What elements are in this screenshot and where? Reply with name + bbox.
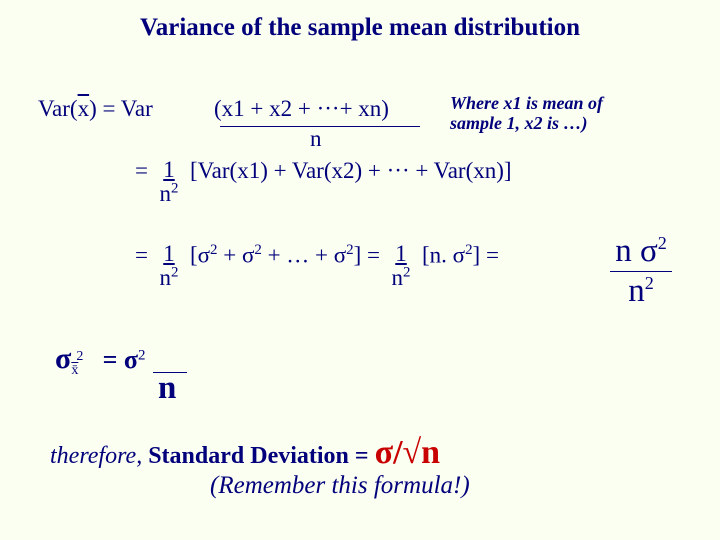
page-title: Variance of the sample mean distribution bbox=[0, 0, 720, 42]
eq1-numerator: (x1 + x2 + ···+ xn) bbox=[214, 96, 389, 122]
eq2: = 1 n2 [Var(x1) + Var(x2) + ··· + Var(xn… bbox=[135, 158, 512, 205]
eq1-denominator: n bbox=[310, 126, 322, 152]
eq1-note: Where x1 is mean ofsample 1, x2 is …) bbox=[450, 94, 603, 134]
eq4-den: n bbox=[158, 370, 176, 407]
remember-line: (Remember this formula!) bbox=[210, 472, 470, 500]
eq3-rhs: n σ2 n2 bbox=[610, 234, 672, 308]
eq3: = 1 n2 [σ2 + σ2 + … + σ2] = 1 n2 [n. σ2]… bbox=[135, 242, 499, 289]
therefore-line: therefore, Standard Deviation = σ/√n bbox=[50, 434, 440, 472]
eq1-lhs: Var(x) = Var bbox=[38, 96, 153, 122]
eq4: σx̄2 = σ2 bbox=[55, 342, 146, 376]
